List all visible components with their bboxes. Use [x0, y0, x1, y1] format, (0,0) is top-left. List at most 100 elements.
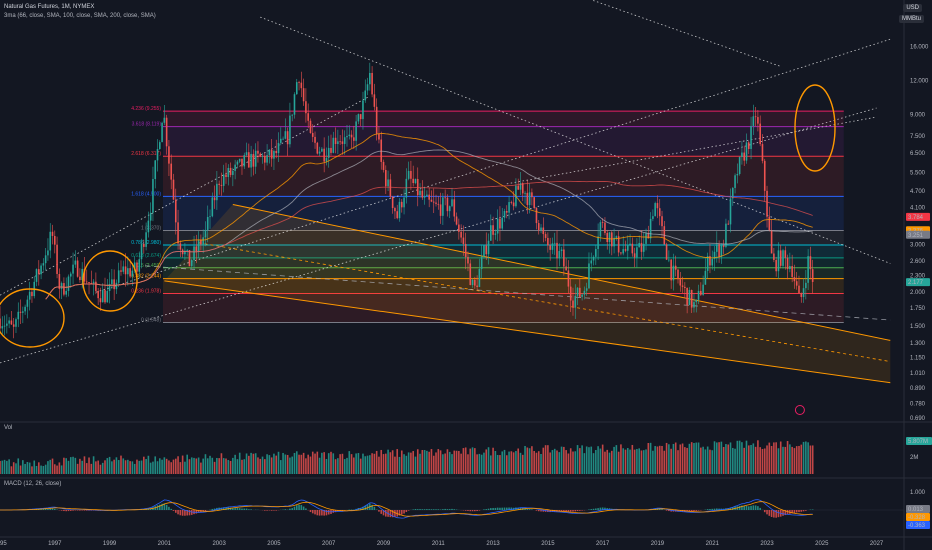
macd-histogram-bar — [65, 510, 68, 512]
fib-zone — [162, 230, 844, 246]
volume-bar — [22, 460, 24, 474]
candle-body — [0, 318, 1, 329]
candle-body — [553, 242, 556, 244]
price-axis-tick: 6.500 — [910, 151, 926, 157]
fib-zone — [162, 111, 844, 127]
candle-body — [152, 179, 154, 213]
volume-bar — [298, 454, 300, 474]
candle-body — [702, 284, 704, 295]
candle-body — [127, 268, 129, 275]
volume-bar — [410, 452, 412, 474]
macd-histogram-bar — [786, 510, 789, 515]
time-axis-tick: 1995 — [0, 541, 7, 547]
candle-body — [745, 142, 748, 161]
candle-body — [437, 203, 440, 205]
volume-bar — [444, 453, 446, 474]
candle-body — [106, 291, 109, 303]
macd-histogram-bar — [378, 510, 380, 512]
macd-histogram-bar — [305, 508, 307, 510]
volume-bar — [731, 447, 734, 474]
candle-body — [305, 101, 307, 114]
time-axis-tick: 2017 — [596, 541, 610, 547]
volume-bar — [777, 448, 780, 474]
volume-bar — [563, 446, 565, 474]
volume-bar — [384, 453, 387, 474]
currency-button[interactable]: USD — [903, 4, 922, 12]
volume-bar — [300, 454, 303, 474]
macd-histogram-bar — [405, 510, 408, 513]
volume-bar — [775, 442, 777, 474]
volume-bar — [768, 442, 771, 474]
volume-bar — [206, 458, 209, 474]
candle-body — [259, 153, 262, 157]
macd-histogram-bar — [442, 509, 444, 510]
macd-histogram-bar — [291, 508, 294, 510]
macd-histogram-bar — [802, 510, 805, 512]
candle-body — [537, 223, 540, 231]
candle-body — [341, 141, 344, 144]
macd-line — [0, 499, 813, 519]
volume-bar — [179, 462, 182, 474]
macd-histogram-bar — [679, 510, 682, 512]
unit-button[interactable]: MMBtu — [898, 15, 924, 23]
macd-histogram-bar — [741, 505, 743, 510]
candle-body — [496, 218, 499, 234]
macd-histogram-bar — [750, 505, 752, 510]
candle-body — [720, 245, 723, 257]
candle-body — [384, 169, 387, 187]
macd-histogram-bar — [273, 510, 275, 511]
candle-body — [725, 223, 727, 247]
macd-histogram-bar — [496, 507, 499, 510]
volume-bar — [590, 446, 593, 474]
macd-histogram-bar — [569, 510, 572, 512]
candle-body — [775, 259, 777, 272]
macd-histogram-bar — [88, 510, 90, 511]
time-axis-tick: 2013 — [486, 541, 500, 547]
macd-histogram-bar — [69, 510, 72, 511]
candle-body — [83, 268, 86, 282]
macd-histogram-bar — [382, 510, 385, 516]
candle-body — [398, 201, 401, 219]
candle-body — [752, 116, 755, 126]
candle-body — [649, 218, 652, 239]
volume-bar — [284, 454, 287, 474]
macd-histogram-bar — [716, 508, 718, 510]
macd-badge: -0.363 — [908, 523, 926, 529]
volume-badge: 5.807M — [908, 439, 928, 445]
volume-bar — [42, 466, 45, 474]
time-axis-tick: 2011 — [432, 541, 446, 547]
volume-bar — [766, 445, 768, 474]
volume-bar — [704, 449, 707, 474]
price-axis-tick: 1.150 — [910, 356, 926, 362]
candle-body — [809, 256, 812, 270]
volume-bar — [540, 454, 542, 474]
volume-bar — [120, 455, 122, 474]
macd-histogram-bar — [499, 507, 501, 510]
price-axis-tick: 1.750 — [910, 306, 926, 312]
candle-body — [243, 155, 246, 167]
volume-bar — [729, 442, 732, 474]
volume-bar — [58, 462, 61, 474]
macd-histogram-bar — [791, 510, 793, 514]
volume-bar — [615, 445, 618, 474]
volume-bar — [512, 452, 515, 474]
macd-histogram-bar — [773, 510, 775, 518]
macd-histogram-bar — [168, 506, 170, 510]
volume-bar — [480, 454, 483, 474]
macd-histogram-bar — [163, 503, 166, 510]
volume-bar — [722, 447, 725, 474]
candle-body — [394, 208, 396, 212]
macd-histogram-bar — [172, 510, 175, 511]
volume-bar — [684, 447, 686, 474]
volume-bar — [490, 455, 492, 474]
volume-bar — [544, 445, 547, 474]
macd-histogram-bar — [309, 510, 312, 513]
macd-histogram-bar — [471, 510, 474, 512]
volume-bar — [197, 457, 200, 474]
candle-body — [430, 199, 433, 202]
volume-bar — [1, 460, 4, 474]
candle-body — [26, 299, 29, 307]
macd-histogram-bar — [537, 510, 540, 512]
volume-bar — [784, 446, 787, 474]
